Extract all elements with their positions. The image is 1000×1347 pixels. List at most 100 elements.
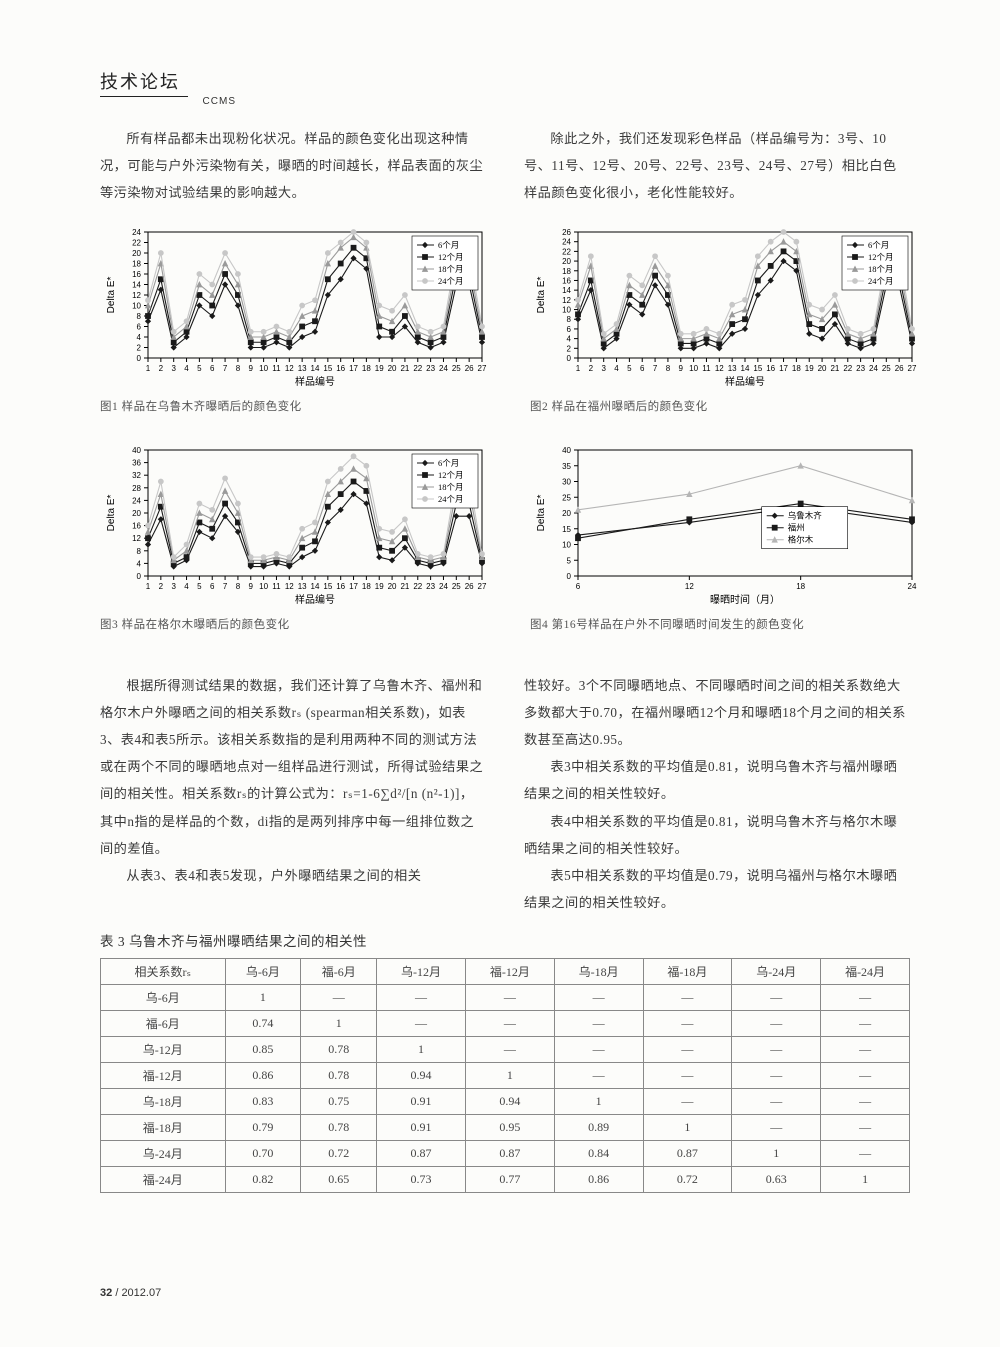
svg-text:16: 16 [132, 270, 141, 279]
svg-text:23: 23 [426, 582, 435, 591]
table-cell: — [554, 984, 643, 1010]
svg-text:4: 4 [567, 335, 572, 344]
table-cell: — [643, 984, 732, 1010]
svg-text:18: 18 [796, 582, 805, 591]
svg-text:22: 22 [843, 364, 852, 373]
svg-text:12: 12 [685, 582, 694, 591]
table-cell: — [465, 1010, 554, 1036]
table-cell: 1 [377, 1036, 466, 1062]
svg-text:5: 5 [567, 556, 572, 565]
svg-text:20: 20 [388, 364, 397, 373]
svg-text:17: 17 [349, 364, 358, 373]
table-cell: — [301, 984, 377, 1010]
table-cell: — [732, 1010, 821, 1036]
svg-text:8: 8 [137, 547, 142, 556]
svg-text:8: 8 [137, 312, 142, 321]
svg-text:6个月: 6个月 [868, 240, 889, 250]
svg-text:样品编号: 样品编号 [295, 375, 335, 388]
svg-text:15: 15 [323, 582, 332, 591]
svg-text:9: 9 [249, 582, 254, 591]
svg-text:14: 14 [741, 364, 750, 373]
svg-text:40: 40 [562, 446, 571, 455]
svg-text:15: 15 [753, 364, 762, 373]
table-cell: — [821, 1036, 910, 1062]
table-cell: 1 [225, 984, 301, 1010]
table-cell: 0.85 [225, 1036, 301, 1062]
intro-left: 所有样品都未出现粉化状况。样品的颜色变化出现这种情况，可能与户外污染物有关，曝晒… [100, 125, 486, 206]
table-cell: 0.73 [377, 1166, 466, 1192]
svg-text:16: 16 [562, 277, 571, 286]
table-cell: 乌-12月 [101, 1036, 226, 1062]
section-title: 技术论坛 [100, 68, 910, 96]
svg-text:12个月: 12个月 [438, 470, 464, 480]
svg-text:40: 40 [132, 446, 141, 455]
footer-date: 2012.07 [121, 1287, 161, 1299]
svg-text:14: 14 [562, 286, 571, 295]
svg-text:24: 24 [562, 238, 571, 247]
svg-text:6: 6 [576, 582, 581, 591]
svg-text:18个月: 18个月 [438, 264, 464, 274]
svg-text:14: 14 [311, 364, 320, 373]
table-cell: — [732, 1088, 821, 1114]
body-columns: 根据所得测试结果的数据，我们还计算了乌鲁木齐、福州和格尔木户外曝晒之间的相关系数… [100, 672, 910, 916]
table-cell: 1 [554, 1088, 643, 1114]
table-cell: 乌-18月 [101, 1088, 226, 1114]
svg-text:12: 12 [285, 582, 294, 591]
svg-text:35: 35 [562, 462, 571, 471]
svg-text:15: 15 [562, 525, 571, 534]
table-cell: 0.70 [225, 1140, 301, 1166]
svg-text:20: 20 [388, 582, 397, 591]
table-row: 乌-18月0.830.750.910.941——— [101, 1088, 910, 1114]
figure-1: 0246810121416182022241234567891011121314… [100, 222, 490, 414]
table-cell: — [465, 1036, 554, 1062]
svg-text:9: 9 [249, 364, 254, 373]
body-right-p1: 性较好。3个不同曝晒地点、不同曝晒时间之间的相关系数绝大多数都大于0.70，在福… [524, 672, 910, 753]
table-cell: — [821, 1114, 910, 1140]
svg-text:25: 25 [452, 582, 461, 591]
table-cell: 0.79 [225, 1114, 301, 1140]
svg-text:6: 6 [210, 582, 215, 591]
svg-text:1: 1 [146, 582, 151, 591]
table-row: 福-24月0.820.650.730.770.860.720.631 [101, 1166, 910, 1192]
svg-text:24个月: 24个月 [868, 276, 894, 286]
header-rule: CCMS [100, 96, 188, 97]
table-cell: 乌-24月 [101, 1140, 226, 1166]
svg-text:13: 13 [728, 364, 737, 373]
svg-text:1: 1 [146, 364, 151, 373]
table-cell: — [732, 1114, 821, 1140]
charts-row-1: 0246810121416182022241234567891011121314… [100, 222, 910, 414]
svg-text:19: 19 [375, 582, 384, 591]
svg-text:24: 24 [869, 364, 878, 373]
svg-text:30: 30 [562, 478, 571, 487]
table-header-cell: 乌-6月 [225, 958, 301, 984]
svg-text:10: 10 [562, 541, 571, 550]
chart-2-svg: 0246810121416182022242612345678910111213… [530, 222, 920, 392]
table-cell: 0.65 [301, 1166, 377, 1192]
table-row: 乌-24月0.700.720.870.870.840.871— [101, 1140, 910, 1166]
table-cell: 1 [643, 1114, 732, 1140]
svg-text:4: 4 [184, 364, 189, 373]
table-header-cell: 福-18月 [643, 958, 732, 984]
svg-text:16: 16 [132, 522, 141, 531]
table-header-cell: 相关系数rₛ [101, 958, 226, 984]
table-cell: — [377, 1010, 466, 1036]
svg-text:25: 25 [882, 364, 891, 373]
table-cell: — [643, 1010, 732, 1036]
table-cell: — [554, 1062, 643, 1088]
table-cell: 0.91 [377, 1114, 466, 1140]
svg-text:12: 12 [132, 291, 141, 300]
table-cell: — [821, 1140, 910, 1166]
svg-text:26: 26 [895, 364, 904, 373]
svg-text:20: 20 [132, 509, 141, 518]
table-cell: 0.78 [301, 1036, 377, 1062]
svg-text:19: 19 [375, 364, 384, 373]
table-header-cell: 乌-24月 [732, 958, 821, 984]
table-cell: 0.78 [301, 1114, 377, 1140]
svg-text:21: 21 [400, 364, 409, 373]
table-cell: — [554, 1010, 643, 1036]
svg-text:Delta E*: Delta E* [536, 277, 547, 314]
svg-text:17: 17 [349, 582, 358, 591]
table-cell: 0.86 [225, 1062, 301, 1088]
svg-text:2: 2 [567, 344, 572, 353]
table-cell: 乌-6月 [101, 984, 226, 1010]
